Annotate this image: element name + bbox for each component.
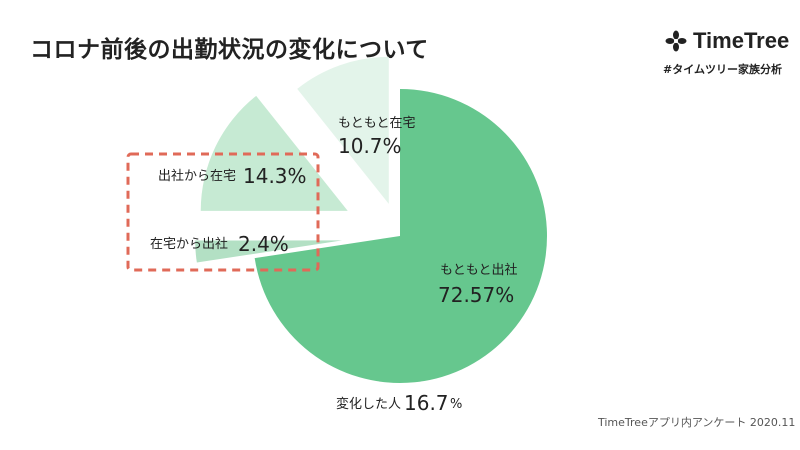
hashtag: #タイムツリー家族分析 (663, 63, 782, 76)
logo-text: TimeTree (693, 28, 790, 53)
slice-value-office-office: 72.57% (438, 283, 514, 307)
page-title: コロナ前後の出勤状況の変化について (30, 37, 429, 63)
slice-label-office-office: もともと出社 (440, 262, 517, 278)
slice-home-to-office (195, 240, 343, 263)
changed-people-label: 変化した人 (336, 396, 401, 412)
slice-label-home-home: もともと在宅 (338, 116, 415, 131)
slice-label-office-to-home: 出社から在宅 (158, 168, 236, 184)
changed-people-value: 16.7 (404, 391, 449, 415)
highlight-dashed-box (126, 152, 320, 272)
slice-value-home-home: 10.7% (338, 134, 402, 158)
slice-label-home-to-office: 在宅から出社 (150, 236, 228, 252)
footnote: TimeTreeアプリ内アンケート 2020.11 (598, 416, 796, 429)
timetree-clover-icon (665, 30, 687, 52)
slice-value-home-to-office: 2.4% (238, 232, 289, 256)
timetree-logo: TimeTree (665, 28, 789, 54)
slice-home-home (297, 56, 389, 204)
slice-office-office (254, 89, 547, 383)
changed-people-unit: % (450, 397, 462, 412)
slice-value-office-to-home: 14.3% (243, 164, 307, 188)
